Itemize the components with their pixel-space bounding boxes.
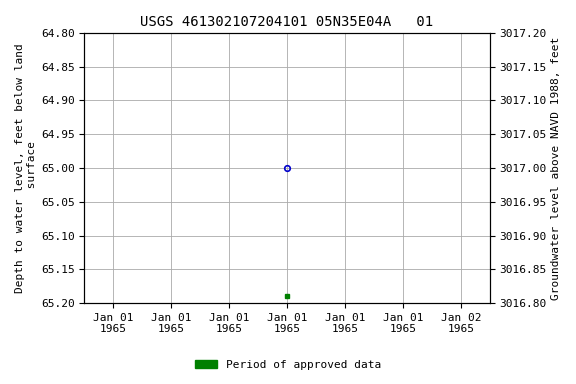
Legend: Period of approved data: Period of approved data [191, 356, 385, 375]
Title: USGS 461302107204101 05N35E04A   01: USGS 461302107204101 05N35E04A 01 [141, 15, 434, 29]
Y-axis label: Depth to water level, feet below land
 surface: Depth to water level, feet below land su… [15, 43, 37, 293]
Y-axis label: Groundwater level above NAVD 1988, feet: Groundwater level above NAVD 1988, feet [551, 36, 561, 300]
